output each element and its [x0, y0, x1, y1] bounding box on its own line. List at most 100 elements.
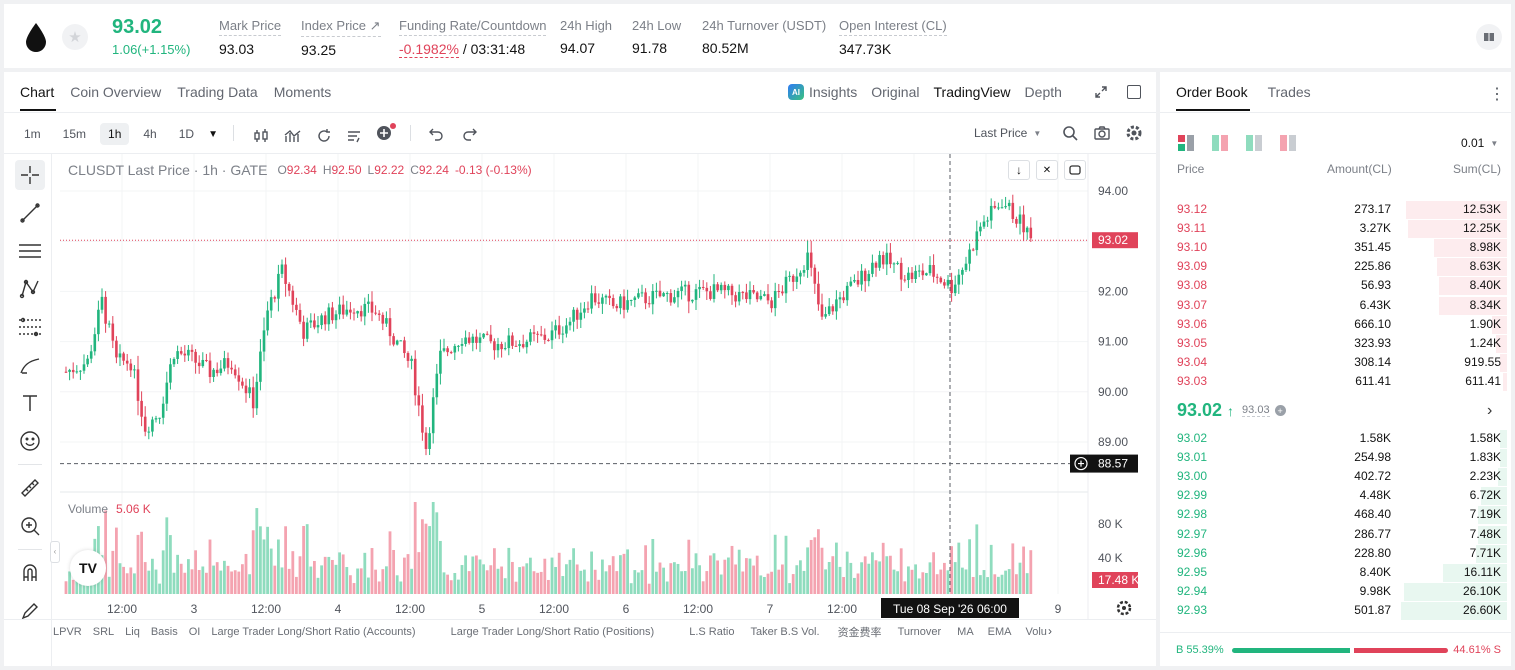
brush-icon[interactable]: [15, 350, 45, 380]
stat-index-price[interactable]: Index Price ↗ 93.25: [301, 18, 381, 58]
tab-moments[interactable]: Moments: [273, 84, 332, 100]
template-icon[interactable]: [346, 128, 362, 144]
indicator-item[interactable]: Volu: [1025, 626, 1047, 638]
horizontal-lines-icon[interactable]: [15, 236, 45, 266]
tab-chart[interactable]: Chart: [20, 84, 55, 100]
ask-row[interactable]: 93.04 308.14 919.55: [1160, 353, 1511, 372]
pencil-lock-icon[interactable]: [15, 596, 45, 626]
magnet-icon[interactable]: [15, 558, 45, 588]
bid-row[interactable]: 92.99 4.48K 6.72K: [1160, 486, 1511, 506]
expand-icon[interactable]: [1094, 85, 1108, 104]
indicator-item[interactable]: L.S Ratio: [689, 626, 735, 638]
stat-mark-price[interactable]: Mark Price 93.03: [219, 18, 282, 57]
indicator-item[interactable]: MA: [957, 626, 974, 638]
text-icon[interactable]: [15, 388, 45, 418]
price-chart[interactable]: 94.0093.0092.0091.0090.0089.0093.0288.57…: [4, 72, 1156, 666]
collapse-chart-icon[interactable]: ✕: [1036, 160, 1058, 180]
bid-row[interactable]: 93.00 402.72 2.23K: [1160, 467, 1511, 487]
insights-button[interactable]: AI Insights: [788, 84, 857, 100]
ask-row[interactable]: 93.10 351.45 8.98K: [1160, 238, 1511, 258]
bid-row[interactable]: 92.95 8.40K 16.11K: [1160, 563, 1511, 582]
camera-icon[interactable]: [1094, 125, 1110, 141]
layout-split-icon[interactable]: [1212, 135, 1228, 151]
ask-row[interactable]: 93.08 56.93 8.40K: [1160, 276, 1511, 296]
indicator-item[interactable]: Basis: [150, 626, 178, 638]
bid-row[interactable]: 92.98 468.40 7.19K: [1160, 505, 1511, 525]
scroll-to-latest-icon[interactable]: ↓: [1008, 160, 1030, 180]
ask-row[interactable]: 93.05 323.93 1.24K: [1160, 334, 1511, 353]
tf-1h[interactable]: 1h: [100, 123, 130, 145]
settings-gear-icon[interactable]: [1126, 125, 1142, 141]
stat-open-interest[interactable]: Open Interest (CL) 347.73K: [839, 18, 947, 57]
tab-coin-overview[interactable]: Coin Overview: [70, 84, 162, 100]
pattern-icon[interactable]: [15, 274, 45, 304]
view-tradingview[interactable]: TradingView: [933, 84, 1011, 100]
bid-row[interactable]: 92.97 286.77 7.48K: [1160, 525, 1511, 544]
indicator-icon[interactable]: [284, 128, 302, 144]
tab-trading-data[interactable]: Trading Data: [177, 84, 258, 100]
layout-both-icon[interactable]: [1178, 135, 1194, 151]
ask-row[interactable]: 93.07 6.43K 8.34K: [1160, 296, 1511, 315]
indicator-item[interactable]: LPVR: [53, 626, 82, 638]
bid-row[interactable]: 92.96 228.80 7.71K: [1160, 544, 1511, 563]
tab-order-book[interactable]: Order Book: [1176, 84, 1248, 100]
emoji-icon[interactable]: [15, 426, 45, 456]
chart-layout-icon[interactable]: [1064, 160, 1086, 180]
indicator-scroll-right-icon[interactable]: ›: [1048, 624, 1052, 638]
ask-row[interactable]: 93.09 225.86 8.63K: [1160, 257, 1511, 277]
indicator-item[interactable]: Large Trader Long/Short Ratio (Positions…: [450, 626, 655, 638]
price-axis-label: 91.00: [1098, 335, 1128, 349]
volume-bar: [172, 572, 176, 594]
chart-settings-icon[interactable]: [1116, 600, 1132, 621]
indicator-item[interactable]: Turnover: [897, 626, 942, 638]
indicator-item[interactable]: OI: [188, 626, 201, 638]
tf-4h[interactable]: 4h: [143, 127, 157, 141]
indicator-item[interactable]: Large Trader Long/Short Ratio (Accounts): [211, 626, 416, 638]
indicator-item[interactable]: 资金费率: [837, 627, 882, 639]
bid-row[interactable]: 92.94 9.98K 26.10K: [1160, 582, 1511, 601]
fullscreen-icon[interactable]: [1127, 85, 1141, 99]
price-source-select[interactable]: Last Price ▼: [974, 126, 1042, 140]
ask-row[interactable]: 93.12 273.17 12.53K: [1160, 200, 1511, 219]
bid-row[interactable]: 93.02 1.58K 1.58K: [1160, 429, 1511, 448]
ask-row[interactable]: 93.06 666.10 1.90K: [1160, 315, 1511, 334]
ask-row[interactable]: 93.03 611.41 611.41: [1160, 372, 1511, 391]
alert-add-icon[interactable]: [376, 123, 396, 146]
layout-asks-icon[interactable]: [1280, 135, 1296, 151]
add-alert-icon-plus[interactable]: [1078, 460, 1084, 467]
ask-row[interactable]: 93.11 3.27K 12.25K: [1160, 219, 1511, 239]
tf-1d[interactable]: 1D: [178, 127, 195, 141]
more-options-icon[interactable]: ⋮: [1489, 86, 1505, 103]
view-depth[interactable]: Depth: [1024, 84, 1062, 100]
timeframe-dropdown-icon[interactable]: ▼: [208, 128, 218, 140]
indicator-item[interactable]: SRL: [92, 626, 115, 638]
add-alert-icon[interactable]: [1074, 456, 1088, 471]
zoom-in-icon[interactable]: [15, 511, 45, 541]
collapse-toolbar-icon[interactable]: ‹: [50, 541, 60, 563]
precision-select[interactable]: 0.01 ▼: [1461, 136, 1499, 150]
book-icon[interactable]: [1476, 24, 1502, 50]
bid-row[interactable]: 92.93 501.87 26.60K: [1160, 601, 1511, 620]
stat-funding-rate[interactable]: Funding Rate/Countdown -0.1982% / 03:31:…: [399, 18, 547, 58]
tf-15m[interactable]: 15m: [62, 127, 87, 141]
favorite-star-icon[interactable]: ★: [62, 24, 88, 50]
ruler-icon[interactable]: [15, 473, 45, 503]
indicator-item[interactable]: EMA: [987, 626, 1012, 638]
undo-icon[interactable]: [428, 125, 444, 141]
search-icon[interactable]: [1062, 125, 1078, 141]
tf-1m[interactable]: 1m: [24, 127, 41, 141]
chevron-right-icon[interactable]: ›: [1487, 402, 1493, 419]
indicator-item[interactable]: Taker B.S Vol.: [750, 626, 820, 638]
layout-bids-icon[interactable]: [1246, 135, 1262, 151]
trend-line-icon[interactable]: [15, 198, 45, 228]
bid-row[interactable]: 93.01 254.98 1.83K: [1160, 448, 1511, 468]
view-original[interactable]: Original: [871, 84, 920, 100]
replay-icon[interactable]: [316, 128, 332, 144]
tradingview-logo[interactable]: TV: [70, 550, 106, 586]
redo-icon[interactable]: [462, 125, 478, 141]
tab-trades[interactable]: Trades: [1267, 84, 1311, 100]
fib-icon[interactable]: [15, 312, 45, 342]
indicator-item[interactable]: Liq: [125, 626, 140, 638]
candle-type-icon[interactable]: [252, 128, 270, 144]
crosshair-icon[interactable]: [15, 160, 45, 190]
